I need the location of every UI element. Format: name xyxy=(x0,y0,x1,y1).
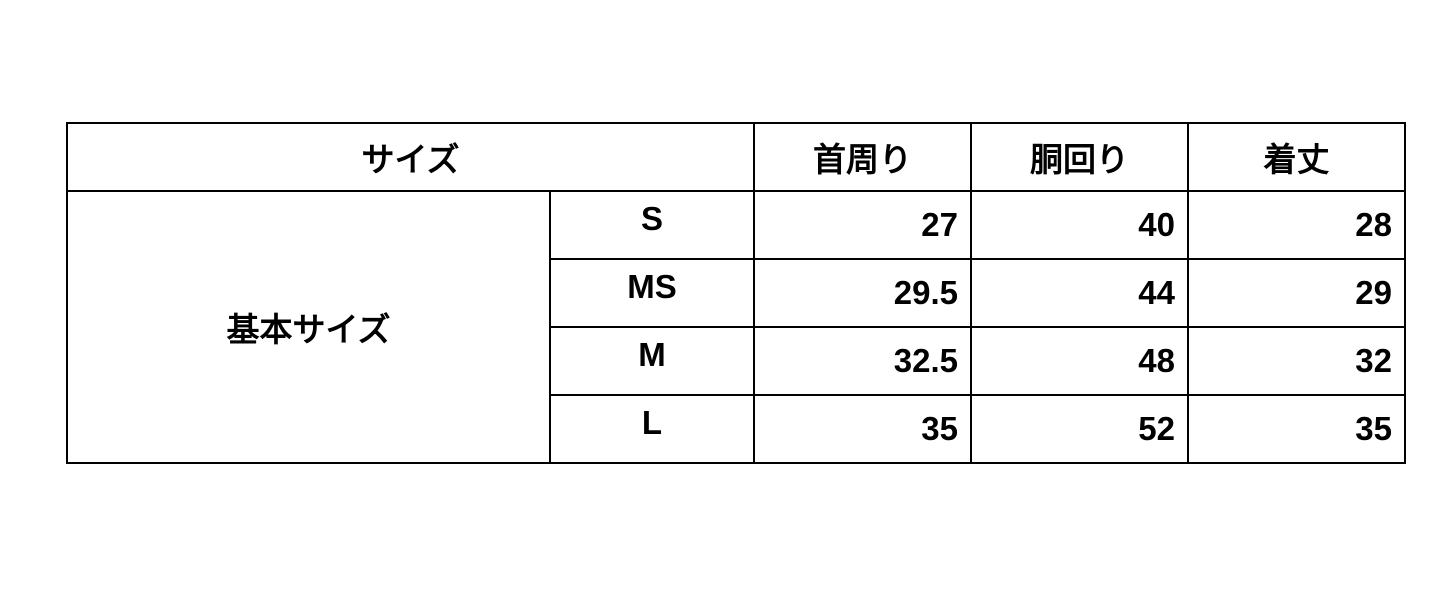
header-waist: 胴回り xyxy=(970,122,1189,192)
size-cell: L xyxy=(549,394,755,464)
waist-cell: 48 xyxy=(970,326,1189,396)
header-row: サイズ 首周り 胴回り 着丈 xyxy=(66,122,1406,192)
length-cell: 35 xyxy=(1187,394,1406,464)
neck-cell: 35 xyxy=(753,394,972,464)
table-row: L 35 52 35 xyxy=(67,394,1406,464)
size-cell: S xyxy=(549,190,755,260)
size-cell: MS xyxy=(549,258,755,328)
neck-cell: 27 xyxy=(753,190,972,260)
neck-cell: 29.5 xyxy=(753,258,972,328)
table-row: M 32.5 48 32 xyxy=(67,326,1406,396)
size-cell: M xyxy=(549,326,755,396)
header-length: 着丈 xyxy=(1187,122,1406,192)
header-size: サイズ xyxy=(66,122,755,192)
waist-cell: 44 xyxy=(970,258,1189,328)
table-row: MS 29.5 44 29 xyxy=(67,258,1406,328)
size-chart-table: サイズ 首周り 胴回り 着丈 基本サイズ S 27 40 28 MS 29.5 … xyxy=(66,122,1406,464)
neck-cell: 32.5 xyxy=(753,326,972,396)
waist-cell: 40 xyxy=(970,190,1189,260)
header-neck: 首周り xyxy=(753,122,972,192)
length-cell: 32 xyxy=(1187,326,1406,396)
length-cell: 29 xyxy=(1187,258,1406,328)
group-label: 基本サイズ xyxy=(66,190,551,464)
table-row: 基本サイズ S 27 40 28 xyxy=(66,190,1406,464)
length-cell: 28 xyxy=(1187,190,1406,260)
waist-cell: 52 xyxy=(970,394,1189,464)
